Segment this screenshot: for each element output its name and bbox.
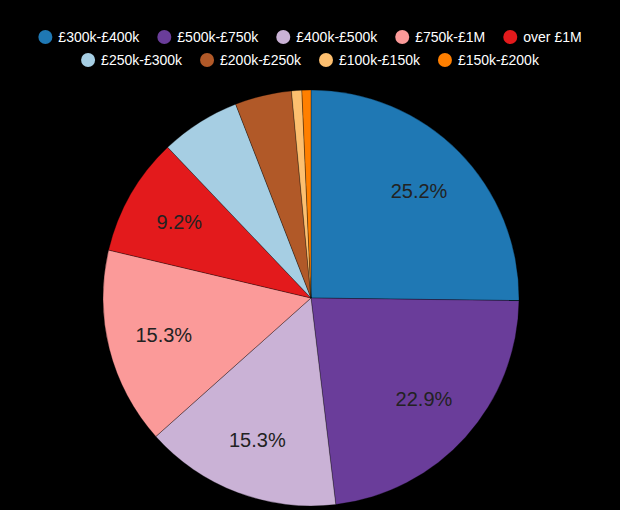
legend-marker	[319, 53, 333, 67]
legend-label: £250k-£300k	[101, 52, 183, 68]
data-labels: 25.2% 22.9% 15.3% 15.3% 9.2%	[135, 180, 452, 451]
legend-marker	[276, 30, 290, 44]
data-label: 22.9%	[396, 388, 453, 410]
legend-item: £500k-£750k	[157, 29, 259, 45]
legend-label: £300k-£400k	[58, 29, 140, 45]
legend-marker	[503, 30, 517, 44]
legend-marker	[395, 30, 409, 44]
background	[0, 0, 620, 510]
legend-marker	[38, 30, 52, 44]
legend-item: £200k-£250k	[200, 52, 302, 68]
legend-marker	[438, 53, 452, 67]
legend-label: £750k-£1M	[415, 29, 485, 45]
legend-item: £150k-£200k	[438, 52, 540, 68]
legend-label: over £1M	[523, 29, 581, 45]
legend-label: £400k-£500k	[296, 29, 378, 45]
legend-label: £500k-£750k	[177, 29, 259, 45]
data-label: 15.3%	[135, 324, 192, 346]
pie-slice	[236, 91, 311, 298]
legend-label: £200k-£250k	[220, 52, 302, 68]
legend-marker	[157, 30, 171, 44]
legend-item: £400k-£500k	[276, 29, 378, 45]
legend-marker	[81, 53, 95, 67]
pie	[103, 90, 519, 506]
pie-slice	[311, 90, 519, 301]
pie-slice	[311, 298, 519, 505]
legend-item: £300k-£400k	[38, 29, 140, 45]
legend-item: over £1M	[503, 29, 581, 45]
chart: 25.2% 22.9% 15.3% 15.3% 9.2% £300k-£400k £500k…	[0, 0, 620, 510]
data-label: 25.2%	[391, 180, 448, 202]
legend-item: £750k-£1M	[395, 29, 485, 45]
pie-slice	[302, 90, 311, 298]
legend: £300k-£400k £500k-£750k £400k-£500k £750k-£…	[38, 29, 581, 68]
pie-slice	[291, 90, 311, 298]
legend-marker	[200, 53, 214, 67]
legend-label: £150k-£200k	[458, 52, 540, 68]
data-label: 15.3%	[229, 429, 286, 451]
data-label: 9.2%	[157, 211, 203, 233]
legend-item: £100k-£150k	[319, 52, 421, 68]
legend-item: £250k-£300k	[81, 52, 183, 68]
legend-label: £100k-£150k	[339, 52, 421, 68]
